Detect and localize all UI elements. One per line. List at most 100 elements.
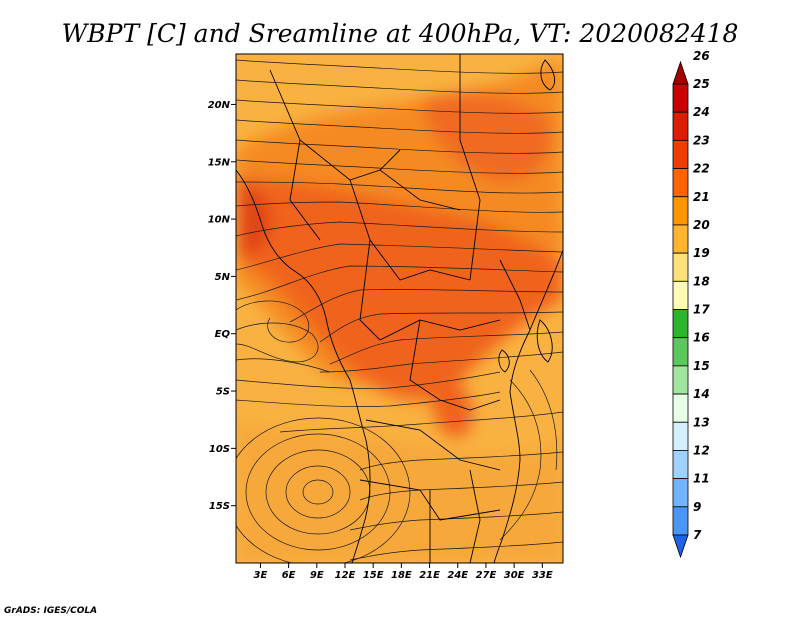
streamline (329, 331, 563, 365)
colorbar-label: 16 (693, 331, 710, 345)
coastline-west (236, 169, 371, 563)
colorbar-label: 14 (693, 387, 710, 401)
border (499, 259, 531, 331)
colorbar-swatch (672, 309, 689, 339)
streamline (349, 511, 563, 531)
streamline (359, 481, 563, 501)
border (365, 419, 501, 471)
lake-shore (536, 319, 553, 363)
colorbar-swatch (672, 393, 689, 423)
x-tick-label: 21E (419, 570, 440, 581)
border (379, 169, 461, 211)
streamline (349, 541, 563, 561)
border (409, 319, 501, 411)
temperature-field (236, 54, 563, 563)
chart-title: WBPT [C] and Sreamline at 400hPa, VT: 20… (62, 19, 739, 48)
vortex-south-ring (245, 433, 391, 551)
colorbar-swatch (672, 224, 689, 254)
streamline (236, 181, 563, 194)
vortex-south-ring (302, 479, 334, 505)
streamline (236, 201, 563, 213)
streamline (236, 99, 563, 114)
streamline (236, 59, 563, 74)
hot-core-band (236, 177, 563, 400)
colorbar-label: 26 (693, 49, 710, 63)
y-tick-label: 15S (209, 501, 230, 512)
colorbar-label: 11 (693, 472, 710, 486)
colorbar-swatch (672, 168, 689, 198)
colorbar-swatch (672, 506, 689, 536)
streamline (236, 139, 563, 154)
y-tick-label: 10N (208, 215, 231, 226)
colorbar-label: 18 (693, 274, 710, 288)
colorbar-label: 24 (693, 105, 710, 119)
streamline (236, 159, 563, 174)
colorbar: 26 25 24 23 22 21 20 19 18 17 16 15 14 13 12 11 9 7 (672, 49, 710, 559)
streamline (236, 300, 310, 343)
x-tick-label: 9E (310, 570, 324, 581)
x-tick-label: 12E (335, 570, 356, 581)
colorbar-swatch (672, 478, 689, 508)
colorbar-label: 23 (693, 133, 710, 147)
colorbar-swatch (672, 196, 689, 226)
x-tick-label: 6E (282, 570, 296, 581)
border (349, 179, 471, 281)
vortex-south-ring (236, 417, 411, 563)
colorbar-top-arrow (672, 60, 689, 85)
colorbar-swatch (672, 421, 689, 451)
island-coast (540, 59, 556, 91)
colorbar-label: 22 (693, 162, 710, 176)
colorbar-label: 20 (693, 218, 710, 232)
streamline (236, 221, 563, 237)
colorbar-label: 7 (693, 528, 702, 542)
x-tick-label: 3E (254, 570, 268, 581)
y-tick-label: 20N (208, 100, 231, 111)
streamline (236, 322, 319, 363)
y-tick-label: 15N (208, 157, 231, 168)
colorbar-swatch (672, 83, 689, 113)
y-tick-label: 5S (216, 387, 230, 398)
streamline (236, 243, 563, 271)
hot-patch-northeast (420, 92, 552, 182)
colorbar-label: 9 (693, 500, 701, 514)
colorbar-swatch (672, 365, 689, 395)
colorbar-label: 25 (693, 77, 710, 91)
streamline (289, 289, 563, 323)
y-tick-label: 10S (209, 444, 230, 455)
x-tick-label: 27E (476, 570, 497, 581)
x-tick-label: 33E (532, 570, 553, 581)
coastline-east (493, 249, 563, 563)
y-tick-label: 5N (215, 272, 231, 283)
x-axis: 3E 6E 9E 12E 15E 18E 21E 24E 27E 30E 33E (254, 563, 553, 581)
colorbar-bottom-arrow (672, 534, 689, 559)
streamline (279, 411, 563, 433)
border (459, 54, 481, 281)
lake-shore (498, 349, 510, 373)
y-axis: 20N 15N 10N 5N EQ 5S 10S 15S (208, 100, 236, 512)
x-tick-label: 15E (363, 570, 384, 581)
colorbar-label: 15 (693, 359, 710, 373)
streamline (319, 351, 563, 373)
colorbar-label: 13 (693, 415, 710, 429)
streamline (529, 369, 558, 471)
colorbar-swatch (672, 280, 689, 310)
streamline (236, 358, 331, 373)
border (469, 469, 481, 563)
colorbar-swatch (672, 139, 689, 169)
streamline (359, 451, 563, 471)
streamline (499, 379, 542, 541)
colorbar-swatch (672, 252, 689, 282)
colorbar-label: 21 (693, 190, 710, 204)
colorbar-label: 12 (693, 443, 710, 457)
streamlines (236, 59, 563, 563)
border (359, 239, 501, 341)
map-panel (235, 53, 564, 564)
x-tick-label: 30E (504, 570, 525, 581)
map-frame (235, 53, 564, 564)
streamline (319, 311, 563, 343)
colorbar-swatch (672, 111, 689, 141)
colorbar-swatch (672, 337, 689, 367)
country-boundaries (236, 54, 563, 563)
colorbar-swatch (672, 450, 689, 480)
